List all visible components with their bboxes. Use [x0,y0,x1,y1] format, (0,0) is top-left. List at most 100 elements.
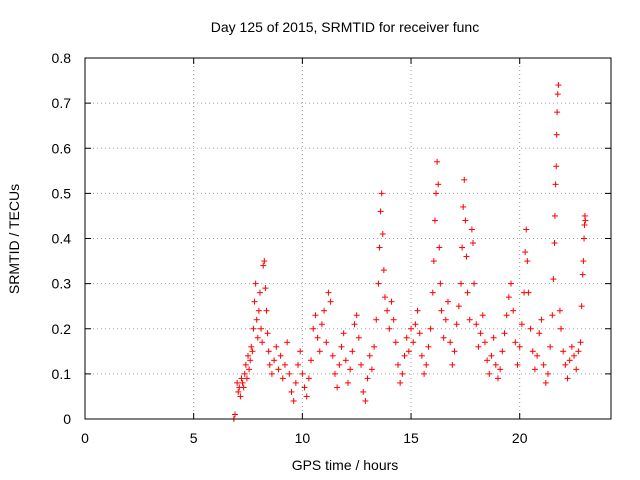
data-point [501,330,508,337]
data-point [551,212,558,219]
data-point [442,316,449,323]
data-point [524,258,531,265]
data-point [562,361,569,368]
data-point [271,357,278,364]
data-point [250,325,257,332]
data-point [342,357,349,364]
data-point [488,352,495,359]
data-point [243,375,250,382]
data-point [340,330,347,337]
data-point [345,379,351,386]
data-point [380,267,387,274]
data-point [284,339,291,346]
y-tick-label: 0.5 [52,185,72,201]
data-point [484,357,491,364]
data-point [316,348,323,355]
data-point [255,307,262,314]
data-point [240,384,247,391]
data-point [523,226,530,233]
data-point [266,361,273,368]
data-point [522,249,529,256]
data-point [256,289,263,296]
data-point [263,307,270,314]
data-point [571,352,578,359]
data-point [368,366,375,373]
data-point [556,307,563,314]
data-point [399,370,406,377]
data-point [242,361,249,368]
data-point [410,339,417,346]
data-point [552,181,559,188]
data-point [473,321,480,328]
data-point [249,348,256,355]
data-point [581,221,588,228]
y-tick-label: 0.8 [52,50,72,66]
data-point [547,343,554,350]
data-point [336,361,343,368]
data-point [492,361,499,368]
data-point [429,289,436,296]
data-point [381,294,388,301]
data-point [497,366,504,373]
data-point [423,361,430,368]
data-point [554,91,561,98]
x-tick-label: 15 [403,430,419,446]
data-point [366,352,373,359]
data-point [582,217,589,224]
data-point [376,244,383,251]
y-tick-label: 0.3 [52,276,72,292]
data-point [551,240,558,247]
y-tick-label: 0.6 [52,140,72,156]
data-point [265,348,272,355]
data-point [427,325,434,332]
x-tick-label: 10 [295,430,311,446]
y-tick-labels: 0 0.1 0.2 0.3 0.4 0.5 0.6 0.7 0.8 [52,50,72,427]
data-point [481,339,488,346]
data-point [466,316,473,323]
data-point [529,348,536,355]
data-point [553,163,560,170]
data-point [373,316,380,323]
data-point [468,226,475,233]
data-point [375,280,382,287]
data-point [325,289,332,296]
data-point [364,375,371,382]
data-point [418,352,425,359]
data-point [479,312,486,319]
data-point [329,352,336,359]
data-point [460,203,467,210]
data-point [580,258,587,265]
data-point [412,321,419,328]
data-point [253,316,260,323]
data-point [451,348,458,355]
data-point [421,370,428,377]
data-point [377,208,384,215]
data-point [527,325,534,332]
data-point [414,307,421,314]
data-point [518,321,525,328]
data-point [312,312,319,319]
data-point [331,370,338,377]
data-point [292,379,299,386]
data-point [449,361,456,368]
data-point [453,321,460,328]
data-point [275,366,282,373]
data-point [531,366,538,373]
chart-title: Day 125 of 2015, SRMTID for receiver fun… [211,19,479,35]
data-point [251,298,258,305]
data-point [579,271,586,278]
data-point [310,325,317,332]
data-point [252,280,259,287]
data-point [508,280,515,287]
data-point [463,253,470,260]
data-point [581,235,588,242]
data-point [360,388,367,395]
data-point [494,375,501,382]
data-point [238,375,245,382]
data-point [469,240,476,247]
data-point [525,289,532,296]
data-point [347,366,354,373]
data-point [349,348,356,355]
data-point [542,379,549,386]
x-axis-title: GPS time / hours [292,457,399,473]
